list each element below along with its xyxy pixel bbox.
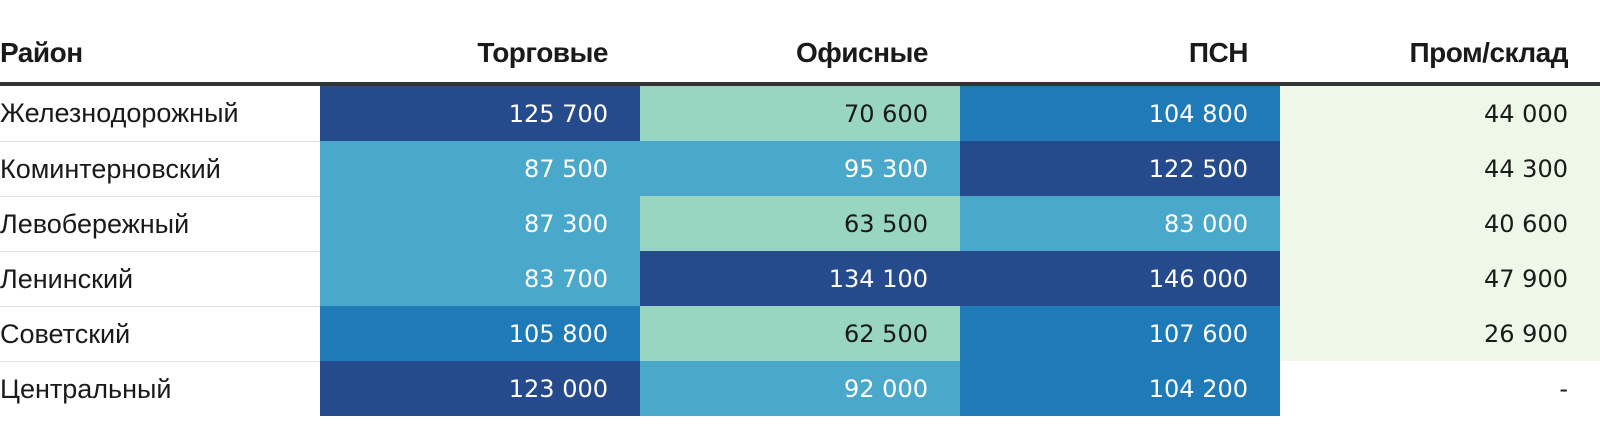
table-header: Район Торговые Офисные ПСН Пром/склад <box>0 24 1600 86</box>
heatmap-table: Район Торговые Офисные ПСН Пром/склад Же… <box>0 24 1600 416</box>
district-name-cell: Центральный <box>0 361 320 416</box>
table-row: Центральный 123 000 92 000 104 200- <box>0 361 1600 416</box>
value-cell: 122 500 <box>960 141 1280 196</box>
table-row: Левобережный 87 300 63 500 83 000 40 600 <box>0 196 1600 251</box>
value-cell: - <box>1280 361 1600 416</box>
table-body: Железнодорожный 125 700 70 600 104 800 44 00… <box>0 86 1600 416</box>
value-cell: 44 000 <box>1280 86 1600 141</box>
value-cell: 44 300 <box>1280 141 1600 196</box>
value-cell: 63 500 <box>640 196 960 251</box>
district-name-cell: Левобережный <box>0 196 320 251</box>
value-cell: 95 300 <box>640 141 960 196</box>
district-name-cell: Советский <box>0 306 320 361</box>
value-cell: 125 700 <box>320 86 640 141</box>
value-cell: 26 900 <box>1280 306 1600 361</box>
value-cell: 104 200 <box>960 361 1280 416</box>
value-cell: 123 000 <box>320 361 640 416</box>
value-cell: 40 600 <box>1280 196 1600 251</box>
value-cell: 47 900 <box>1280 251 1600 306</box>
column-header-retail: Торговые <box>477 37 608 68</box>
value-cell: 107 600 <box>960 306 1280 361</box>
table-row: Ленинский 83 700 134 100 146 000 47 900 <box>0 251 1600 306</box>
column-header-office: Офисные <box>796 37 928 68</box>
value-cell: 134 100 <box>640 251 960 306</box>
value-cell: 83 000 <box>960 196 1280 251</box>
district-name-cell: Железнодорожный <box>0 98 239 128</box>
table-row: Советский 105 800 62 500 107 600 26 900 <box>0 306 1600 361</box>
value-cell: 62 500 <box>640 306 960 361</box>
value-cell: 92 000 <box>640 361 960 416</box>
value-cell: 87 500 <box>320 141 640 196</box>
value-cell: 87 300 <box>320 196 640 251</box>
district-name-cell: Ленинский <box>0 251 320 306</box>
table-row: Железнодорожный 125 700 70 600 104 800 44 00… <box>0 86 1600 141</box>
column-header-district: Район <box>0 37 83 68</box>
value-cell: 104 800 <box>960 86 1280 141</box>
column-header-psn: ПСН <box>1188 37 1249 68</box>
value-cell: 146 000 <box>960 251 1280 306</box>
table-row: Коминтерновский 87 500 95 300 122 500 44 300 <box>0 141 1600 196</box>
column-header-industrial-warehouse: Пром/склад <box>1409 37 1568 68</box>
value-cell: 70 600 <box>640 86 960 141</box>
district-name-cell: Коминтерновский <box>0 141 320 196</box>
value-cell: 105 800 <box>320 306 640 361</box>
value-cell: 83 700 <box>320 251 640 306</box>
